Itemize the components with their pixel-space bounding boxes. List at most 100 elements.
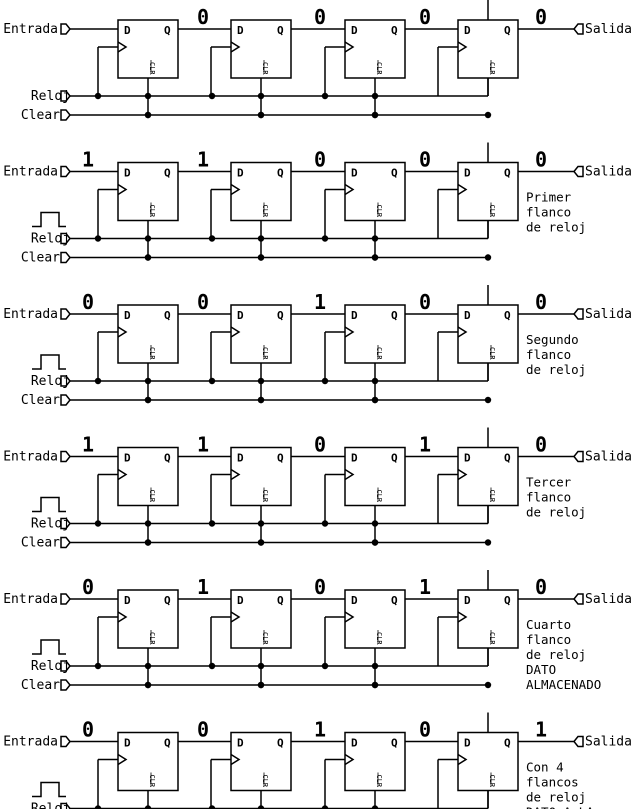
output-port-icon (573, 593, 584, 605)
clock-input-icon (457, 41, 468, 53)
flip-flop-3: D Q CLR (344, 19, 406, 79)
pin-clr-label: CLR (488, 347, 496, 360)
flip-flop-box (344, 446, 406, 507)
pin-clr-label: CLR (375, 632, 383, 645)
pin-clr-label: CLR (148, 775, 156, 788)
clock-port-icon (60, 660, 71, 672)
junction-dot (144, 377, 152, 385)
junction-dot (144, 662, 152, 670)
pin-q-label: Q (277, 452, 284, 465)
note-line: Segundo (526, 332, 579, 347)
bit-value: 1 (82, 433, 94, 457)
pin-q-label: Q (504, 737, 511, 750)
flip-flop-4: D Q CLR (457, 731, 519, 792)
pin-q-label: Q (164, 594, 171, 607)
flip-flop-3: D Q CLR (344, 304, 406, 364)
flip-flop-2: D Q CLR (230, 731, 292, 792)
junction-dot (94, 377, 102, 385)
bit-value: 0 (535, 148, 547, 172)
stage-2: Entrada Reloj Clear Salida D Q CLR D Q CLR D Q CLR D Q… (3, 142, 632, 266)
flip-flop-box (117, 446, 179, 507)
clock-pulse-icon (32, 496, 66, 513)
junction-dot (257, 520, 265, 527)
pin-d-label: D (237, 309, 244, 322)
note-line: DATO A LA (526, 805, 594, 809)
input-label: Entrada (3, 450, 58, 465)
junction-dot (257, 235, 265, 242)
pin-clr-label: CLR (148, 490, 156, 503)
junction-dot (257, 805, 265, 809)
flip-flop-1: D Q CLR (117, 589, 179, 649)
junction-dot (257, 111, 265, 119)
flip-flop-1: D Q CLR (117, 731, 179, 792)
flip-flop-box (344, 589, 406, 649)
pin-clr-label: CLR (148, 205, 156, 218)
junction-dot (371, 254, 379, 261)
junction-dot (257, 396, 265, 404)
bit-value: 0 (314, 575, 326, 599)
clock-input-icon (117, 183, 128, 196)
clear-port-icon (60, 679, 71, 691)
pin-d-label: D (237, 452, 244, 465)
junction-dot (484, 681, 492, 689)
pin-d-label: D (464, 594, 471, 607)
flip-flop-box (117, 589, 179, 649)
bit-value: 1 (419, 433, 431, 457)
junction-dot (257, 377, 265, 385)
output-port-icon (573, 735, 584, 748)
clock-input-icon (117, 468, 128, 481)
bit-value: 0 (535, 290, 547, 314)
pin-q-label: Q (164, 737, 171, 750)
bit-value: 1 (82, 148, 94, 172)
pin-d-label: D (464, 309, 471, 322)
pin-d-label: D (351, 309, 358, 322)
note-line: ALMACENADO (526, 677, 601, 692)
flip-flop-1: D Q CLR (117, 446, 179, 507)
junction-dot (144, 681, 152, 689)
clock-input-icon (344, 753, 355, 766)
clear-port-icon (60, 109, 71, 121)
output-label: Salida (585, 735, 632, 750)
clock-input-icon (344, 326, 355, 338)
flip-flop-box (344, 19, 406, 79)
pin-clr-label: CLR (261, 490, 269, 503)
bit-value: 0 (314, 433, 326, 457)
clear-label: Clear (21, 393, 60, 408)
pin-clr-label: CLR (375, 205, 383, 218)
input-label: Entrada (3, 165, 58, 180)
pin-d-label: D (351, 24, 358, 37)
pin-clr-label: CLR (261, 205, 269, 218)
note-line: de reloj (526, 220, 586, 235)
junction-dot (371, 377, 379, 385)
junction-dot (484, 396, 492, 404)
clear-label: Clear (21, 108, 60, 123)
pin-d-label: D (237, 594, 244, 607)
clock-pulse-icon (32, 211, 66, 228)
pin-clr-label: CLR (488, 205, 496, 218)
pin-q-label: Q (391, 24, 398, 37)
pin-q-label: Q (504, 309, 511, 322)
flip-flop-box (117, 304, 179, 364)
stage-6: EntradaRelojClearSalidaDQCLRDQCLRDQCLRDQ… (3, 712, 632, 809)
bit-value: 0 (419, 5, 431, 29)
junction-dot (208, 235, 216, 242)
junction-dot (257, 539, 265, 546)
bit-value: 1 (197, 575, 209, 599)
note-line: DATO (526, 662, 556, 677)
clock-input-icon (344, 468, 355, 481)
junction-dot (321, 377, 329, 385)
stage-4: Entrada Reloj Clear Salida D Q CLR D Q CLR D Q CLR D Q… (3, 427, 632, 551)
pin-d-label: D (464, 452, 471, 465)
flip-flop-box (457, 589, 519, 649)
clock-input-icon (344, 41, 355, 53)
note-line: de reloj (526, 647, 586, 662)
junction-dot (144, 396, 152, 404)
stage-1: Entrada Reloj Clear Salida D Q CLR D Q CLR D Q CLR D Q… (3, 0, 632, 123)
junction-dot (208, 805, 216, 809)
clear-port-icon (60, 394, 71, 406)
junction-dot (321, 520, 329, 527)
flip-flop-4: D Q CLR (457, 19, 519, 79)
junction-dot (144, 805, 152, 809)
junction-dot (371, 396, 379, 404)
flip-flop-box (457, 161, 519, 222)
